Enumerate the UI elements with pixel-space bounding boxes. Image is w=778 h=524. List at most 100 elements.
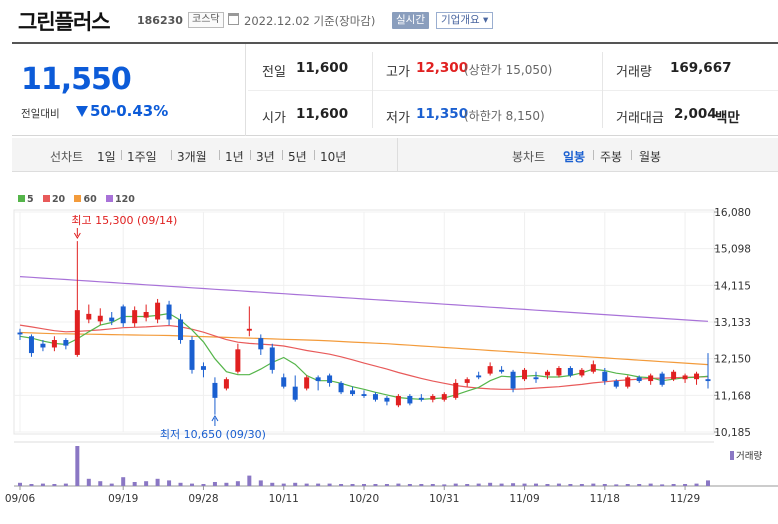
volume-bar: [155, 478, 160, 486]
x-tick-label: 09/19: [108, 493, 138, 505]
volume-bar: [534, 483, 538, 486]
period-3y[interactable]: 3년: [256, 150, 275, 164]
candle-body: [659, 373, 665, 385]
x-tick-label: 09/28: [188, 493, 218, 505]
stat-volume: 거래량 169,667: [602, 44, 778, 90]
candle-body: [510, 371, 516, 389]
candle-body: [246, 328, 252, 331]
volume-bar: [86, 478, 91, 486]
company-overview-button[interactable]: 기업개요 ▾: [436, 12, 494, 29]
volume-bar: [144, 481, 149, 486]
candle-body: [17, 332, 23, 335]
volume-bar: [350, 484, 355, 486]
volume-bar: [671, 484, 676, 486]
legend-label: 20: [51, 194, 66, 205]
candle-body: [361, 394, 367, 396]
ma20-line: [19, 324, 709, 390]
candle-body: [384, 397, 390, 402]
volume-bar: [453, 483, 458, 486]
period-1w[interactable]: 1주일: [127, 150, 157, 164]
column-divider: [602, 52, 603, 128]
x-tick-label: 10/11: [269, 493, 299, 505]
volume-bar: [430, 484, 435, 486]
volume-legend: 거래량: [730, 448, 762, 462]
separator: [593, 150, 594, 160]
high-arrow-head: [73, 232, 81, 239]
volume-bar: [694, 483, 699, 486]
row-divider: [248, 90, 778, 91]
upper-limit: (상한가 15,050): [464, 63, 553, 77]
stat-value: 169,667: [670, 60, 732, 76]
period-5y[interactable]: 5년: [288, 150, 307, 164]
change-rate: -0.43%: [110, 102, 169, 120]
candle-body: [235, 349, 241, 372]
volume-bar: [132, 482, 137, 486]
volume-bar: [201, 484, 206, 486]
swatch: [730, 451, 734, 460]
stat-open: 시가 11,600: [248, 90, 372, 136]
candle-body: [304, 377, 310, 389]
volume-bar: [304, 483, 309, 486]
market-badge: 코스닥: [188, 12, 224, 28]
candle-body: [418, 397, 424, 400]
stat-label: 거래량: [616, 65, 652, 80]
x-tick-label: 09/06: [5, 493, 36, 505]
period-3m[interactable]: 3개월: [177, 150, 207, 164]
candle-body: [28, 336, 34, 354]
volume-bar: [373, 484, 378, 486]
candle-body: [407, 395, 413, 404]
volume-bar: [327, 483, 332, 486]
candle-body: [499, 369, 505, 372]
candle-body: [74, 310, 80, 355]
period-daily[interactable]: 일봉: [563, 150, 586, 164]
candle-body: [533, 377, 539, 380]
calendar-icon: [228, 13, 239, 25]
volume-bar: [52, 484, 57, 486]
candle-body: [648, 375, 654, 382]
volume-bar: [121, 477, 126, 486]
ma60-line: [19, 331, 709, 366]
volume-bar: [40, 483, 45, 486]
volume-label: 거래량: [736, 451, 763, 462]
candle-body: [281, 377, 287, 387]
volume-bar: [247, 475, 252, 486]
swatch: [18, 195, 25, 202]
legend-ma20: 20: [42, 194, 66, 205]
candle-body: [212, 382, 218, 398]
volume-bar: [602, 484, 607, 486]
period-weekly[interactable]: 주봉: [600, 150, 623, 164]
volume-bar: [488, 482, 493, 486]
stat-value: 2,004: [674, 106, 717, 122]
y-tick-label: 15,098: [714, 244, 751, 256]
candle-body: [143, 312, 149, 318]
stat-label: 거래대금: [616, 111, 664, 126]
candle-body: [155, 302, 161, 320]
candle-body: [476, 375, 482, 378]
legend-label: 60: [83, 194, 97, 205]
legend-label: 5: [27, 194, 34, 205]
swatch: [74, 195, 82, 202]
candle-body: [613, 381, 619, 387]
y-tick-label: 13,133: [714, 317, 751, 329]
volume-bar: [109, 483, 114, 486]
stock-name: 그린플러스: [18, 10, 111, 34]
candle-body: [430, 395, 436, 400]
stat-label: 시가: [262, 111, 286, 126]
period-monthly[interactable]: 월봉: [639, 150, 662, 164]
volume-bar: [270, 482, 275, 486]
volume-bar: [625, 484, 630, 486]
period-10y[interactable]: 10년: [320, 150, 347, 164]
stat-value: 11,600: [296, 60, 349, 76]
volume-bar: [362, 484, 366, 486]
realtime-button[interactable]: 실시간: [392, 12, 429, 29]
line-chart-label: 선차트: [50, 150, 84, 164]
volume-bar: [419, 484, 424, 486]
stat-value: 11,600: [296, 106, 349, 122]
period-1y[interactable]: 1년: [225, 150, 244, 164]
candle-body: [441, 394, 447, 400]
separator: [631, 150, 632, 160]
period-1d[interactable]: 1일: [97, 150, 116, 164]
separator: [250, 150, 251, 160]
price-chart[interactable]: 16,080 15,098 14,115 13,133 12,150 11,168 10,1…: [0, 200, 778, 524]
volume-bar: [339, 484, 344, 486]
